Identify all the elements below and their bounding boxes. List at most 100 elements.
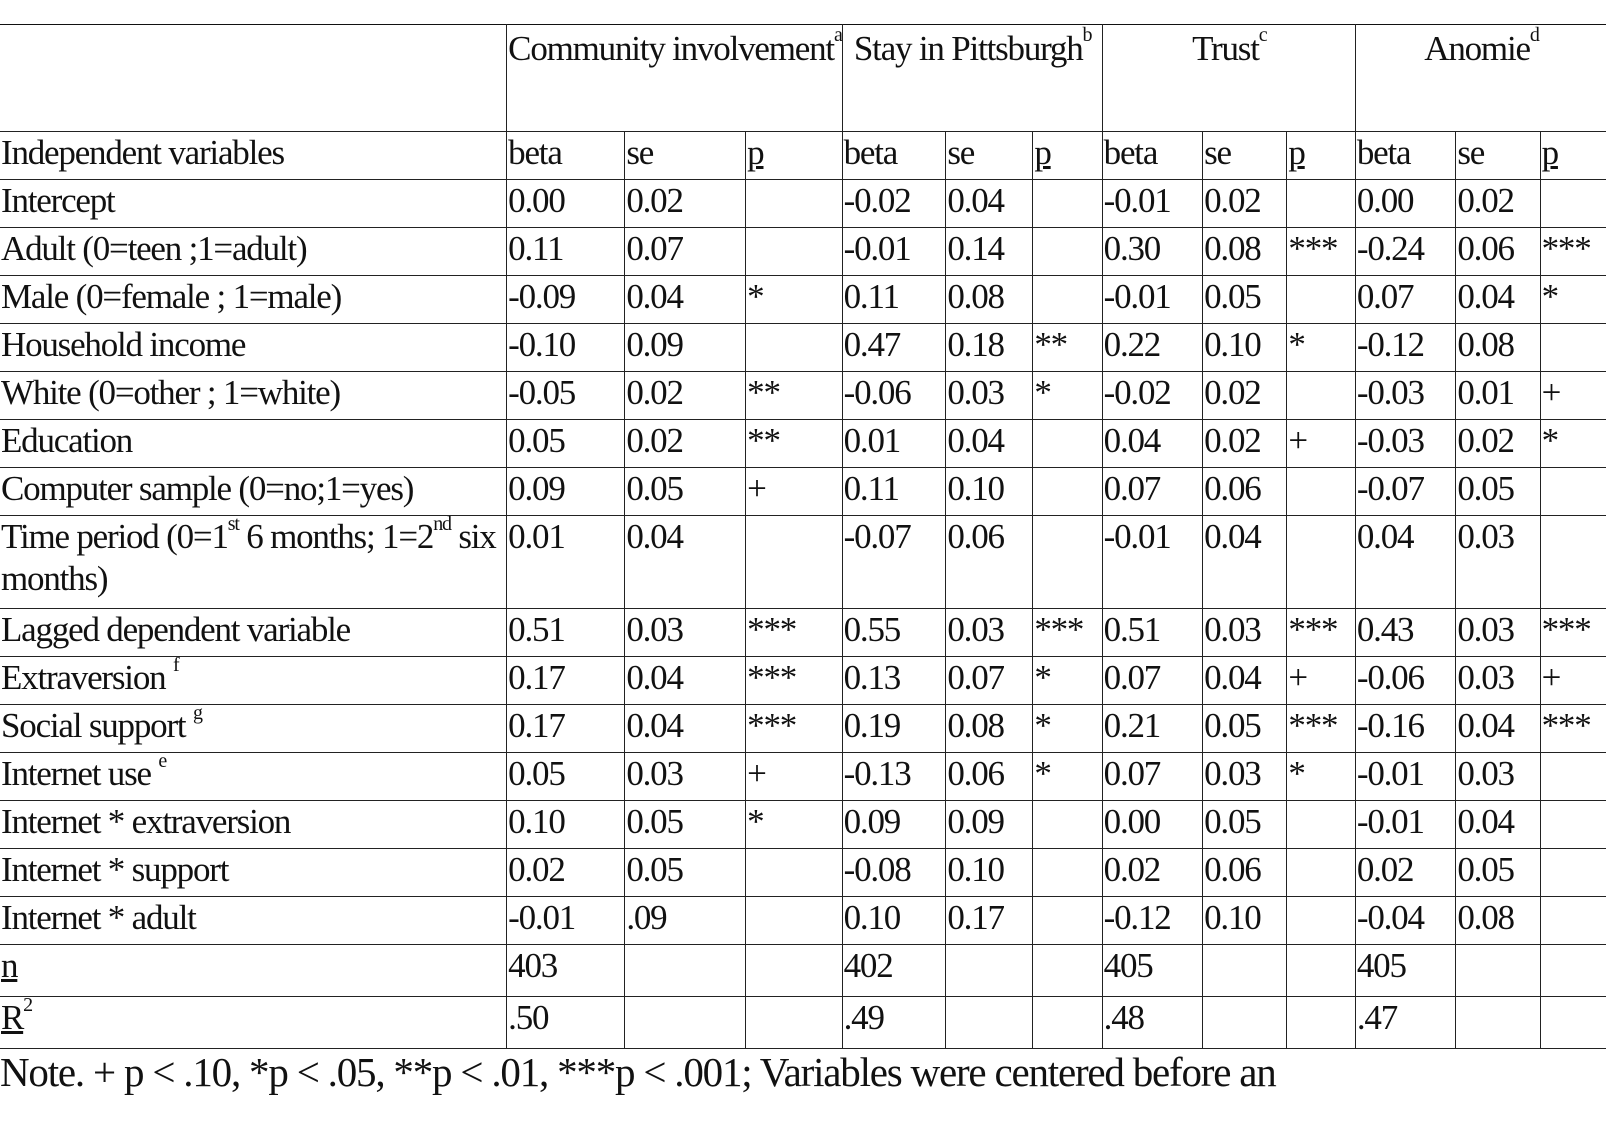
cell-p: + [1286,656,1356,705]
cell-se: 0.01 [1455,371,1541,420]
cell-se: 0.04 [1455,800,1541,849]
cell-se: 0.08 [1202,227,1288,276]
empty-cell [1539,944,1606,997]
cell-beta: 0.00 [506,179,626,228]
row-label-text: Male (0=female ; 1=male) [1,277,342,316]
cell-beta: 0.09 [506,467,626,516]
cell-p: *** [745,608,843,657]
cell-p [1286,179,1356,228]
footnote-marker: g [193,704,203,725]
cell-beta: -0.06 [841,371,947,420]
cell-p: * [1032,656,1103,705]
cell-beta: -0.08 [841,848,947,897]
cell-p: *** [1286,608,1356,657]
table-note: Note. + p < .10, *p < .05, **p < .01, **… [0,1049,1277,1095]
row-label-text: Internet * adult [1,898,197,937]
cell-se: 0.07 [624,227,747,276]
cell-p: *** [745,704,843,753]
row-label: Adult (0=teen ;1=adult) [0,227,508,276]
cell-p [1032,179,1103,228]
cell-beta: -0.03 [1354,371,1457,420]
cell-p [1286,515,1356,609]
cell-se: 0.03 [624,752,747,801]
cell-beta: 0.09 [841,800,947,849]
cell-p: * [1286,323,1356,372]
cell-beta: -0.09 [506,275,626,324]
row-label: Time period (0=1st 6 months; 1=2nd six m… [0,515,508,609]
independent-variables-header: Independent variables [0,131,508,180]
cell-se: 0.02 [1455,179,1541,228]
cell-beta: -0.05 [506,371,626,420]
column-header-beta: beta [1101,131,1204,180]
row-label-text: Time period (0=1st 6 months; 1=2nd six m… [1,515,497,599]
cell-se: .09 [624,896,747,945]
cell-p [1539,848,1606,897]
cell-beta: -0.01 [506,896,626,945]
cell-beta: 0.43 [1354,608,1457,657]
row-label-text: Adult (0=teen ;1=adult) [1,229,308,268]
cell-se: 0.04 [1455,704,1541,753]
group-label: Stay in Pittsburgh [853,29,1084,68]
cell-beta: 0.51 [1101,608,1204,657]
stat-value: .47 [1354,996,1457,1049]
footnote-marker: a [833,24,842,47]
footnote-marker: d [1529,24,1540,47]
cell-se: 0.03 [1202,608,1288,657]
cell-se: 0.04 [624,704,747,753]
cell-p [1032,800,1103,849]
stat-value: .48 [1101,996,1204,1049]
cell-beta: 0.11 [841,467,947,516]
cell-p: * [1539,275,1606,324]
cell-se: 0.02 [624,371,747,420]
table-row: Internet * support 0.02 0.05 -0.08 0.10 0.02 0… [0,848,1606,897]
cell-beta: -0.10 [506,323,626,372]
footnote-marker: f [173,656,180,677]
table-row: Time period (0=1st 6 months; 1=2nd six m… [0,515,1606,609]
empty-cell [1455,996,1541,1049]
regression-table-container: Community involvementa Stay in Pittsburgh… [0,24,1606,1049]
header-blank [0,24,508,132]
table-row: Internet use e 0.05 0.03 + -0.13 0.06 * 0.07 0.0… [0,752,1606,801]
row-label: Education [0,419,508,468]
cell-se: 0.06 [1202,848,1288,897]
empty-cell [624,944,747,997]
table-row: Lagged dependent variable 0.51 0.03 *** 0.55… [0,608,1606,657]
cell-se: 0.05 [1202,275,1288,324]
cell-se: 0.03 [1455,656,1541,705]
stat-label-text: R [1,998,24,1037]
cell-beta: 0.13 [841,656,947,705]
group-label: Trust [1192,29,1260,68]
table-row: Male (0=female ; 1=male) -0.09 0.04 * 0.11 0.… [0,275,1606,324]
row-label: Social support g [0,704,508,753]
cell-se: 0.06 [1455,227,1541,276]
cell-beta: -0.12 [1101,896,1204,945]
row-label-text: Internet * support [1,850,229,889]
cell-se: 0.05 [1202,704,1288,753]
empty-cell [1032,996,1103,1049]
cell-se: 0.04 [624,656,747,705]
cell-se: 0.04 [624,275,747,324]
cell-p: + [1286,419,1356,468]
cell-se: 0.02 [1202,419,1288,468]
cell-se: 0.03 [624,608,747,657]
cell-p [1032,227,1103,276]
cell-beta: 0.10 [506,800,626,849]
cell-beta: -0.04 [1354,896,1457,945]
cell-p: *** [1286,227,1356,276]
cell-beta: -0.01 [841,227,947,276]
table-row: Internet * adult -0.01.09 0.10 0.17 -0.12 0.1… [0,896,1606,945]
cell-se: 0.03 [1455,752,1541,801]
cell-p: + [745,752,843,801]
column-header-p: p [1539,131,1606,180]
empty-cell [624,996,747,1049]
cell-se: 0.03 [1455,515,1541,609]
cell-beta: 0.17 [506,704,626,753]
cell-se: 0.10 [1202,896,1288,945]
cell-beta: -0.03 [1354,419,1457,468]
cell-beta: 0.55 [841,608,947,657]
cell-se: 0.08 [945,275,1034,324]
cell-p [1286,467,1356,516]
cell-beta: 0.21 [1101,704,1204,753]
cell-se: 0.03 [945,608,1034,657]
cell-se: 0.02 [1202,179,1288,228]
